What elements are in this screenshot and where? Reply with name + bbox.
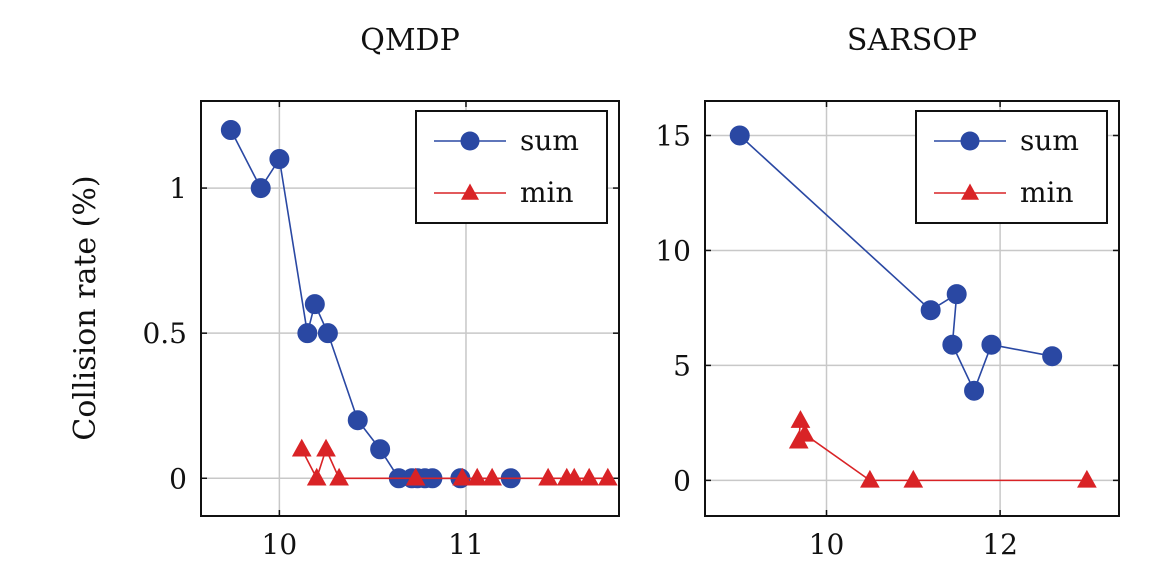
x-tick-label: 11 (448, 528, 484, 561)
series-min (788, 410, 1097, 488)
data-point-sum (304, 294, 325, 315)
x-tick-label: 12 (982, 528, 1018, 561)
chart-title-sarsop: SARSOP (847, 23, 977, 58)
y-tick-label: 0.5 (142, 317, 187, 350)
data-point-sum (220, 120, 241, 141)
data-point-min (538, 467, 558, 486)
data-point-min (329, 467, 349, 486)
legend: sum min (415, 110, 608, 224)
data-point-sum (729, 125, 750, 146)
data-point-sum (269, 149, 290, 170)
chart-panel-qmdp: QMDP 10 11 0 0.5 1 sum min (142, 23, 620, 561)
data-point-sum (370, 439, 391, 460)
legend-box (915, 110, 1108, 224)
y-tick-label: 0 (673, 464, 691, 497)
x-tick-label: 10 (262, 528, 298, 561)
data-point-sum (964, 380, 985, 401)
data-point-sum (250, 178, 271, 199)
data-point-min (860, 469, 880, 488)
data-point-sum (297, 323, 318, 344)
plot-frame (704, 100, 1120, 517)
chart-panel-sarsop: SARSOP 10 12 0 5 10 15 sum min (655, 23, 1120, 561)
legend-label-min: min (520, 176, 574, 209)
legend-label-sum: sum (1020, 124, 1079, 157)
legend-marker-min (961, 183, 979, 200)
x-tick-label: 10 (809, 528, 845, 561)
data-point-sum (942, 334, 963, 355)
legend: sum min (915, 110, 1108, 224)
series-sum (729, 125, 1063, 401)
data-point-min (597, 467, 618, 486)
y-axis-label: Collision rate (%) (68, 175, 103, 440)
data-point-sum (920, 300, 941, 321)
data-point-min (306, 467, 327, 486)
data-point-sum (1042, 346, 1063, 367)
series-min (291, 438, 618, 486)
series-line-min (797, 420, 1087, 482)
data-point-min (790, 410, 811, 428)
legend-marker-sum (460, 131, 480, 151)
legend-marker-sum (960, 131, 980, 151)
legend-label-sum: sum (520, 124, 579, 157)
plot-frame (200, 100, 620, 517)
chart-title-qmdp: QMDP (360, 23, 460, 58)
legend-marker-min (461, 183, 479, 200)
data-point-min (467, 467, 488, 486)
y-tick-label: 15 (655, 119, 691, 152)
data-point-min (405, 467, 426, 486)
data-point-sum (317, 323, 338, 344)
data-point-min (794, 423, 815, 442)
y-tick-label: 10 (655, 234, 691, 267)
y-tick-label: 5 (673, 349, 691, 382)
data-point-min (579, 467, 599, 486)
data-point-sum (347, 410, 368, 431)
legend-box (415, 110, 608, 224)
data-point-sum (946, 284, 967, 305)
y-tick-label: 1 (169, 172, 187, 205)
data-point-sum (981, 334, 1002, 355)
legend-label-min: min (1020, 176, 1074, 209)
y-tick-label: 0 (169, 462, 187, 495)
data-point-min (291, 438, 312, 457)
data-point-min (482, 467, 502, 486)
data-point-min (452, 467, 473, 486)
data-point-min (1077, 469, 1097, 488)
data-point-min (564, 467, 585, 486)
data-point-min (316, 438, 336, 457)
data-point-min (903, 469, 924, 488)
